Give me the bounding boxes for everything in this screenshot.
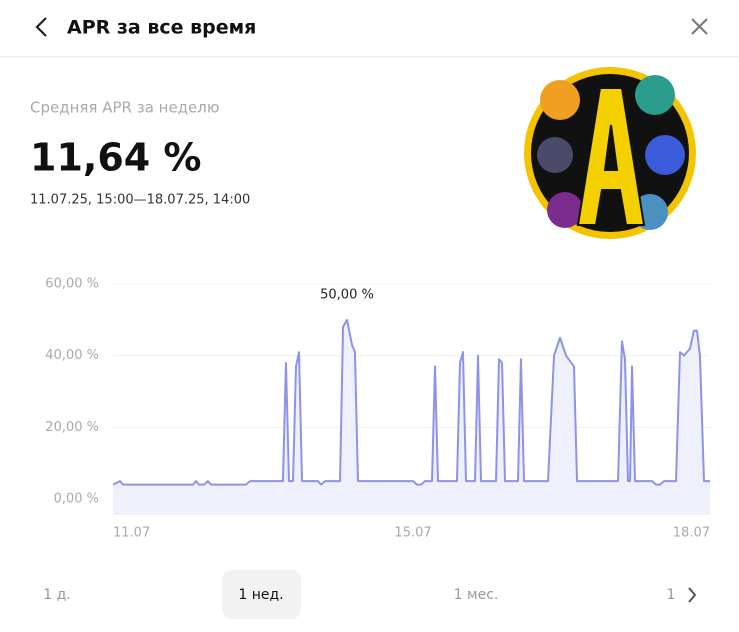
period-button[interactable]: 1 мес. [454, 587, 499, 603]
x-tick-label: 18.07 [673, 526, 710, 541]
logo [524, 67, 696, 239]
y-tick-label: 40,00 % [45, 348, 99, 363]
period-next[interactable] [688, 587, 697, 603]
period-selected-bg [222, 570, 301, 619]
area-fill [113, 319, 710, 515]
x-tick-label: 15.07 [394, 526, 431, 541]
y-tick-label: 60,00 % [45, 277, 99, 292]
summary-value: 11,64 % [30, 136, 202, 180]
period-button[interactable]: 1 д. [43, 587, 71, 603]
period-button[interactable]: 1 нед. [238, 587, 283, 603]
page-title: APR за все время [67, 17, 256, 39]
summary-label: Средняя APR за неделю [30, 99, 220, 117]
period-button[interactable]: 1 [667, 587, 676, 603]
summary-range: 11.07.25, 15:00—18.07.25, 14:00 [30, 193, 250, 208]
peak-annotation: 50,00 % [320, 287, 374, 302]
y-tick-label: 0,00 % [54, 492, 99, 507]
x-tick-label: 11.07 [113, 526, 150, 541]
apr-line [112, 318, 710, 486]
close-button[interactable] [691, 18, 708, 35]
back-button[interactable] [35, 17, 47, 37]
y-tick-label: 20,00 % [45, 420, 99, 435]
